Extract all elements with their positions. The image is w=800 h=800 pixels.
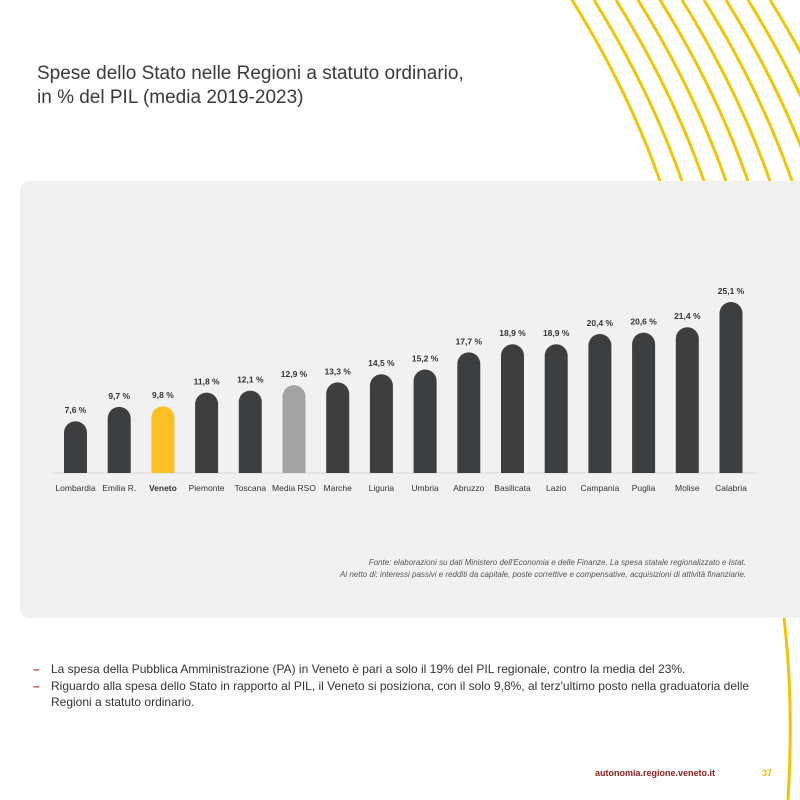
x-tick-label: Emilia R. [102,483,136,493]
x-tick-label: Toscana [234,483,266,493]
note-text: Riguardo alla spesa dello Stato in rappo… [51,679,750,709]
bar-basilicata [501,344,524,473]
x-tick-label: Umbria [411,483,439,493]
data-label: 20,4 % [587,318,614,328]
data-label: 18,9 % [499,328,526,338]
chart-title: Spese dello Stato nelle Regioni a statut… [37,62,557,110]
data-label: 13,3 % [324,366,351,376]
bar-toscana [238,390,262,473]
bar-marche [326,382,350,473]
x-tick-label: Lombardia [55,483,95,493]
x-tick-label: Basilicata [494,483,531,493]
note-item: – Riguardo alla spesa dello Stato in rap… [33,678,773,710]
x-tick-label: Veneto [149,483,177,493]
x-tick-label: Abruzzo [453,483,484,493]
x-tick-label: Molise [675,483,700,493]
x-tick-label: Calabria [715,483,747,493]
bar-lombardia [64,421,87,473]
data-label: 12,9 % [281,369,308,379]
notes-list: – La spesa della Pubblica Amministrazion… [33,661,773,711]
note-dash: – [33,679,40,693]
chart-title-line1: Spese dello Stato nelle Regioni a statut… [37,63,464,84]
bar-umbria [413,369,437,473]
data-label: 18,9 % [543,328,570,338]
bar-veneto [151,406,175,473]
bar-liguria [369,374,393,473]
bar-campania [588,334,612,473]
bar-media-rso [282,385,306,473]
note-item: – La spesa della Pubblica Amministrazion… [33,661,773,677]
chart-title-line2: in % del PIL (media 2019-2023) [37,87,304,108]
x-tick-label: Media RSO [272,483,316,493]
data-label: 17,7 % [456,336,483,346]
bar-piemonte [195,392,219,473]
data-label: 12,1 % [237,375,264,385]
x-tick-label: Campania [581,483,620,493]
footer-link[interactable]: autonomia.regione.veneto.it [595,768,716,778]
data-label: 20,6 % [630,317,657,327]
bar-emilia-r [107,406,131,473]
data-label: 14,5 % [368,358,395,368]
data-label: 11,8 % [194,377,220,387]
data-label: 9,7 % [108,391,130,401]
x-tick-label: Lazio [546,483,567,493]
bar-lazio [544,344,568,473]
bar-chart: 7,6 % Lombardia 9,7 % Emilia R. 9,8 % Veneto 1… [53,286,756,493]
bar-calabria [719,302,743,473]
bar-molise [675,327,699,473]
chart-source: Fonte: elaborazioni su dati Ministero de… [250,557,746,581]
chart-panel [20,181,800,618]
x-tick-label: Puglia [632,483,656,493]
x-tick-label: Piemonte [189,483,225,493]
note-text: La spesa della Pubblica Amministrazione … [51,662,686,676]
x-tick-label: Marche [324,483,353,493]
data-label: 15,2 % [412,353,439,363]
x-tick-label: Liguria [369,483,395,493]
note-dash: – [33,662,40,676]
page-number: 37 [762,768,773,778]
data-label: 9,8 % [152,390,174,400]
source-line1: Fonte: elaborazioni su dati Ministero de… [368,558,746,567]
source-line2: Al netto di: interessi passivi e redditi… [340,570,746,579]
data-label: 7,6 % [65,405,87,415]
bar-abruzzo [457,352,481,473]
bar-puglia [632,332,656,473]
data-label: 25,1 % [718,286,745,296]
data-label: 21,4 % [674,311,701,321]
